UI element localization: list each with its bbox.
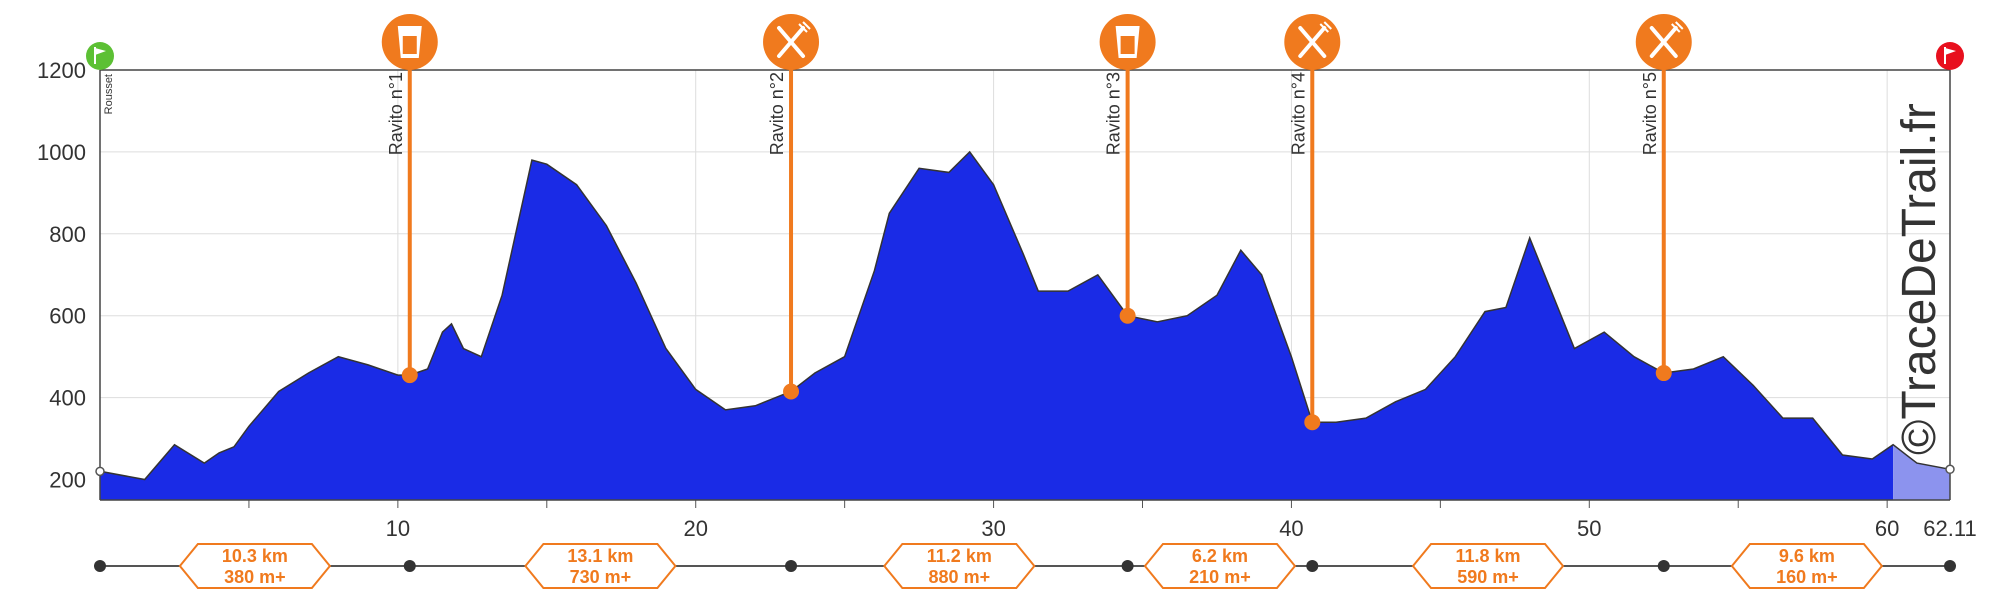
aid-station-point bbox=[401, 367, 418, 384]
cup-icon bbox=[1099, 14, 1156, 70]
cup-inner bbox=[1120, 36, 1135, 54]
segment-distance: 11.2 km bbox=[927, 546, 992, 566]
y-tick-label: 800 bbox=[49, 222, 86, 247]
x-tick-label: 40 bbox=[1279, 516, 1303, 541]
fork-tine bbox=[798, 23, 808, 33]
fork-tine bbox=[1675, 21, 1684, 30]
segment-dot bbox=[1944, 560, 1956, 572]
segment-dot bbox=[94, 560, 106, 572]
segment-distance: 10.3 km bbox=[222, 546, 288, 566]
y-tick-label: 1200 bbox=[37, 58, 86, 83]
start-flag-badge bbox=[86, 42, 114, 70]
start-point-marker bbox=[95, 466, 105, 477]
segment-gain: 380 m+ bbox=[224, 567, 286, 587]
segment-distance: 13.1 km bbox=[567, 546, 633, 566]
x-tick-label: 50 bbox=[1577, 516, 1601, 541]
aid-stations: Ravito n°1 Ravito n°2 Ravito n°3 Ravito n°4… bbox=[381, 14, 1692, 431]
fork-knife-icon bbox=[1284, 14, 1341, 70]
y-tick-label: 400 bbox=[49, 386, 86, 411]
segment-dot bbox=[1306, 560, 1319, 572]
fork-knife-icon bbox=[1635, 14, 1692, 70]
cup-inner bbox=[402, 36, 417, 54]
flags bbox=[86, 42, 1964, 70]
aid-station-point bbox=[1304, 414, 1321, 431]
fork-knife-icon bbox=[763, 14, 820, 70]
tick-labels: 200 400 600 800 1000 1200 10 20 30 40 50 60 62.11 bbox=[37, 58, 1977, 541]
x-tick-label: 20 bbox=[683, 516, 707, 541]
y-tick-label: 1000 bbox=[37, 140, 86, 165]
segment-badge-shape bbox=[883, 543, 1036, 589]
aid-station-point bbox=[783, 383, 800, 400]
segment-dot bbox=[1657, 560, 1670, 572]
elevation-profile bbox=[99, 150, 1951, 500]
aid-station-label: Ravito n°1 bbox=[386, 72, 406, 155]
aid-station-label: Ravito n°2 bbox=[767, 72, 787, 155]
extras: Rousset ©TraceDeTrail.fr bbox=[103, 74, 1946, 455]
aid-station-point bbox=[1655, 365, 1672, 382]
finish-flag-badge bbox=[1936, 42, 1964, 70]
segment-gain: 210 m+ bbox=[1189, 567, 1251, 587]
aid-station-label: Ravito n°5 bbox=[1640, 72, 1660, 155]
segment-distance: 6.2 km bbox=[1192, 546, 1248, 566]
segment-badge-shape bbox=[524, 543, 677, 589]
elevation-area-tail bbox=[1893, 444, 1950, 500]
cup-icon bbox=[381, 14, 438, 70]
segment-gain: 730 m+ bbox=[570, 567, 632, 587]
segment-dot bbox=[403, 560, 416, 572]
finish-point-marker bbox=[1945, 464, 1955, 475]
fork-tine bbox=[1671, 23, 1681, 33]
segment-badge-shape bbox=[1411, 543, 1565, 589]
start-flag-icon bbox=[86, 42, 114, 70]
segment-distance: 11.8 km bbox=[1455, 546, 1520, 566]
x-tick-label: 10 bbox=[386, 516, 410, 541]
fork-tine bbox=[1319, 23, 1329, 33]
aid-station-label: Ravito n°4 bbox=[1288, 72, 1308, 155]
y-tick-label: 600 bbox=[49, 304, 86, 329]
finish-flag-icon bbox=[1936, 42, 1964, 70]
aid-station: Ravito n°5 bbox=[1635, 14, 1692, 382]
fork-shape bbox=[777, 26, 806, 58]
start-location-label: Rousset bbox=[103, 74, 115, 114]
aid-station-label: Ravito n°3 bbox=[1104, 72, 1124, 155]
segment-badge-shape bbox=[1730, 543, 1884, 589]
start-flag-shape bbox=[95, 48, 106, 55]
elevation-area bbox=[100, 151, 1894, 500]
aid-station: Ravito n°4 bbox=[1284, 14, 1341, 431]
segment-gain: 590 m+ bbox=[1457, 567, 1519, 587]
aid-station: Ravito n°2 bbox=[763, 14, 820, 400]
aid-station: Ravito n°1 bbox=[381, 14, 438, 384]
watermark-text: ©TraceDeTrail.fr bbox=[1893, 103, 1946, 455]
aid-station-point bbox=[1119, 307, 1136, 324]
aid-station: Ravito n°3 bbox=[1099, 14, 1156, 324]
segment-gain: 160 m+ bbox=[1776, 567, 1838, 587]
segment-distance: 9.6 km bbox=[1779, 546, 1835, 566]
fork-tine bbox=[802, 21, 811, 30]
fork-shape bbox=[1298, 26, 1327, 58]
x-tick-label: 30 bbox=[981, 516, 1005, 541]
x-tick-label: 62.11 bbox=[1923, 516, 1976, 541]
y-tick-label: 200 bbox=[49, 468, 86, 493]
x-tick-label: 60 bbox=[1875, 516, 1899, 541]
segment-badge-shape bbox=[178, 543, 332, 589]
fork-tine bbox=[1323, 21, 1332, 30]
segment-dot bbox=[1121, 560, 1134, 572]
segment-gain: 880 m+ bbox=[929, 567, 991, 587]
fork-shape bbox=[1649, 26, 1678, 58]
segment-badge-shape bbox=[1143, 543, 1297, 589]
segment-dot bbox=[785, 560, 798, 572]
finish-flag-shape bbox=[1945, 48, 1956, 55]
